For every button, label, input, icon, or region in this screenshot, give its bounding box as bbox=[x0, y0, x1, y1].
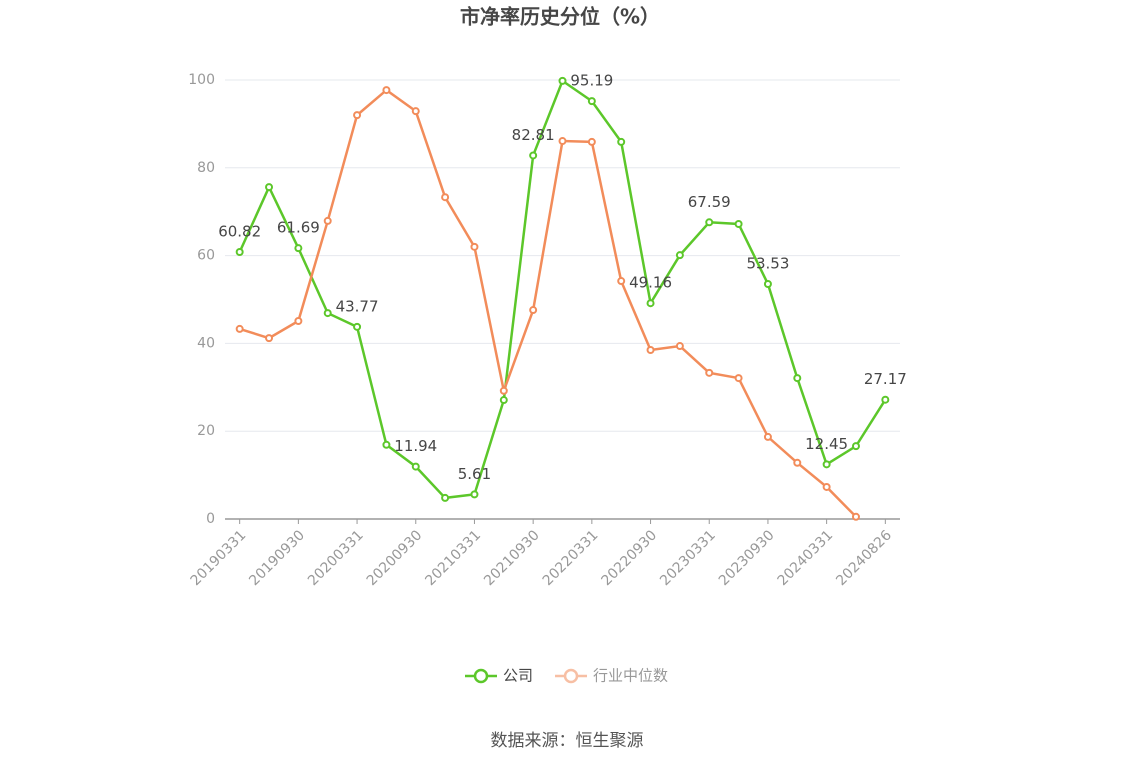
data-label: 43.77 bbox=[336, 297, 379, 315]
data-point bbox=[470, 490, 479, 499]
data-point bbox=[793, 374, 802, 383]
y-tick-label: 20 bbox=[197, 423, 215, 439]
legend-item: 行业中位数 bbox=[555, 667, 668, 685]
data-point bbox=[558, 137, 567, 146]
data-point bbox=[382, 440, 391, 449]
data-point bbox=[763, 280, 772, 289]
legend-item: 公司 bbox=[465, 667, 533, 685]
data-label: 12.45 bbox=[805, 435, 848, 453]
x-tick-label: 20220930 bbox=[598, 527, 660, 589]
data-point bbox=[323, 216, 332, 225]
data-point bbox=[235, 324, 244, 333]
data-point bbox=[734, 374, 743, 383]
data-point bbox=[675, 251, 684, 260]
data-point bbox=[382, 86, 391, 95]
x-tick-label: 20200930 bbox=[364, 527, 426, 589]
data-point bbox=[353, 111, 362, 120]
chart-title: 市净率历史分位（%） bbox=[460, 5, 660, 29]
source: 数据来源：恒生聚源 bbox=[491, 731, 644, 751]
data-label: 67.59 bbox=[688, 193, 731, 211]
data-point bbox=[323, 309, 332, 318]
y-tick-label: 60 bbox=[197, 248, 215, 264]
legend-label: 行业中位数 bbox=[593, 667, 668, 685]
y-tick-label: 0 bbox=[206, 511, 215, 527]
data-label: 49.16 bbox=[629, 274, 672, 292]
data-point bbox=[705, 218, 714, 227]
data-point bbox=[353, 322, 362, 331]
data-label: 95.19 bbox=[570, 72, 613, 90]
data-point bbox=[470, 242, 479, 251]
data-point bbox=[617, 137, 626, 146]
data-point bbox=[235, 248, 244, 257]
data-point bbox=[441, 493, 450, 502]
x-tick-label: 20210930 bbox=[481, 527, 543, 589]
x-tick-label: 20210331 bbox=[422, 527, 484, 589]
data-label: 60.82 bbox=[218, 223, 261, 241]
y-tick-label: 80 bbox=[197, 160, 215, 176]
data-point bbox=[587, 97, 596, 106]
data-point bbox=[558, 76, 567, 85]
y-tick-label: 100 bbox=[188, 72, 215, 88]
data-point bbox=[441, 193, 450, 202]
data-point bbox=[294, 317, 303, 326]
legend-label: 公司 bbox=[503, 667, 533, 685]
y-tick-label: 40 bbox=[197, 335, 215, 351]
data-point bbox=[265, 334, 274, 343]
data-label: 11.94 bbox=[394, 437, 437, 455]
data-point bbox=[763, 432, 772, 441]
data-point bbox=[822, 482, 831, 491]
data-point bbox=[411, 462, 420, 471]
data-point bbox=[529, 306, 538, 315]
data-point bbox=[646, 299, 655, 308]
data-label: 27.17 bbox=[864, 370, 907, 388]
x-tick-label: 20230930 bbox=[716, 527, 778, 589]
x-tick-label: 20190331 bbox=[188, 527, 250, 589]
data-point bbox=[499, 396, 508, 405]
x-tick-label: 20240331 bbox=[775, 527, 837, 589]
data-point bbox=[705, 368, 714, 377]
x-tick-label: 20240826 bbox=[833, 527, 895, 589]
data-point bbox=[587, 137, 596, 146]
data-point bbox=[529, 151, 538, 160]
data-point bbox=[294, 244, 303, 253]
data-label: 5.61 bbox=[458, 465, 491, 483]
data-point bbox=[499, 386, 508, 395]
data-label: 53.53 bbox=[746, 255, 789, 273]
x-tick-label: 20230331 bbox=[657, 527, 719, 589]
data-point bbox=[265, 183, 274, 192]
data-point bbox=[646, 345, 655, 354]
x-tick-label: 20200331 bbox=[305, 527, 367, 589]
data-label: 61.69 bbox=[277, 219, 320, 237]
data-point bbox=[822, 460, 831, 469]
data-point bbox=[675, 342, 684, 351]
data-label: 82.81 bbox=[512, 126, 555, 144]
legend-marker bbox=[563, 668, 579, 684]
data-point bbox=[411, 107, 420, 116]
data-point bbox=[851, 512, 860, 521]
series-line bbox=[239, 88, 857, 518]
data-point bbox=[617, 277, 626, 286]
data-point bbox=[851, 442, 860, 451]
data-point bbox=[881, 395, 890, 404]
x-tick-label: 20190930 bbox=[246, 527, 308, 589]
x-tick-label: 20220331 bbox=[540, 527, 602, 589]
legend-marker bbox=[473, 668, 489, 684]
data-point bbox=[793, 458, 802, 467]
data-point bbox=[734, 219, 743, 228]
